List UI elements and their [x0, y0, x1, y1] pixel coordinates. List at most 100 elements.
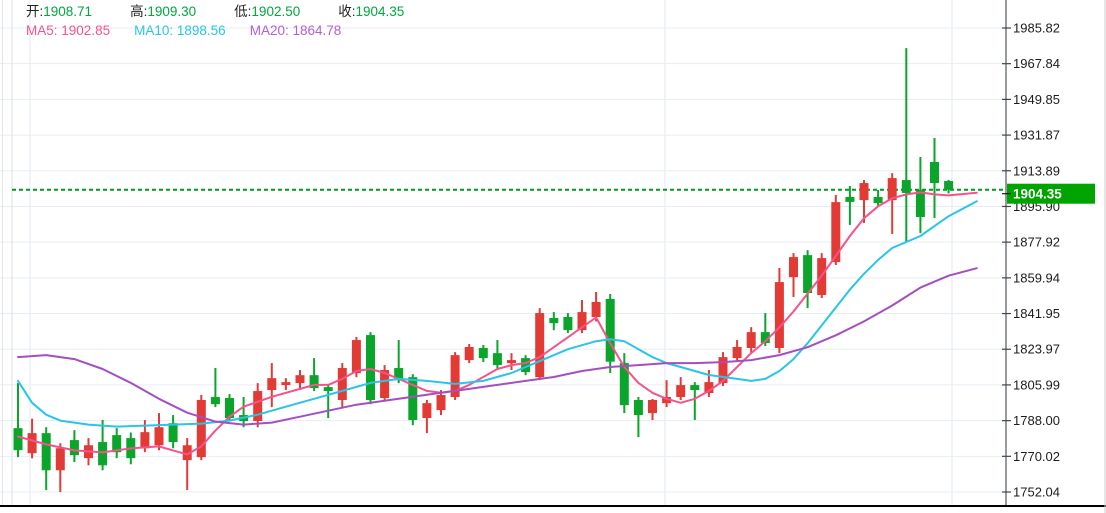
candle[interactable] [633, 397, 643, 438]
candle[interactable] [901, 48, 911, 242]
candle[interactable] [507, 353, 516, 371]
y-axis-label: 1859.94 [1013, 270, 1060, 285]
candle-body [930, 162, 939, 184]
candle[interactable] [478, 345, 488, 363]
ma5-value: 1902.85 [61, 23, 111, 38]
candle-body [831, 202, 841, 263]
candle[interactable] [492, 340, 502, 371]
candle[interactable] [295, 370, 305, 391]
candle[interactable] [323, 384, 333, 419]
candle[interactable] [732, 340, 742, 362]
candle[interactable] [210, 368, 220, 408]
candle-body [69, 440, 79, 456]
candle[interactable] [676, 377, 686, 400]
candle[interactable] [789, 253, 798, 297]
y-axis-label: 1805.99 [1013, 377, 1060, 392]
candle[interactable] [690, 382, 700, 421]
candle[interactable] [168, 415, 178, 449]
candle[interactable] [154, 413, 164, 451]
candle-body [112, 435, 122, 453]
candle[interactable] [422, 399, 432, 434]
candle[interactable] [930, 137, 939, 218]
candle[interactable] [267, 363, 277, 408]
candle[interactable] [521, 355, 531, 376]
candle-body [563, 317, 573, 331]
candle[interactable] [337, 363, 347, 408]
candle[interactable] [915, 157, 925, 234]
candle[interactable] [450, 352, 460, 400]
candle[interactable] [831, 194, 841, 266]
candle-body [535, 313, 545, 378]
candle-body [549, 318, 559, 324]
candle-body [182, 445, 192, 461]
candle[interactable] [803, 250, 813, 309]
candle[interactable] [944, 179, 954, 194]
y-axis-label: 1841.95 [1013, 306, 1060, 321]
candle-body [323, 387, 333, 392]
candle[interactable] [408, 374, 418, 426]
high-readout: 高:1909.30 [130, 4, 196, 19]
ma5-label: MA5: [26, 23, 58, 38]
candle[interactable] [746, 327, 756, 354]
candle[interactable] [253, 383, 263, 428]
candle-body [718, 357, 728, 384]
candle-body [944, 181, 954, 190]
candle-body [351, 340, 361, 374]
candle[interactable] [662, 380, 672, 408]
candle[interactable] [394, 340, 404, 384]
candle[interactable] [196, 395, 206, 461]
candle[interactable] [41, 427, 51, 491]
candle-body [619, 363, 629, 406]
candle-body [915, 189, 925, 217]
candle[interactable] [281, 378, 291, 391]
candle[interactable] [69, 430, 79, 463]
candle[interactable] [619, 353, 629, 414]
candle[interactable] [380, 365, 390, 400]
candle-body [154, 427, 164, 446]
candle[interactable] [239, 397, 249, 428]
candle-body [492, 353, 502, 366]
open-readout: 开:1908.71 [26, 4, 92, 19]
candle-body [13, 428, 23, 451]
candle[interactable] [549, 312, 559, 331]
close-readout: 收:1904.35 [338, 4, 404, 19]
candle[interactable] [535, 308, 545, 381]
candle[interactable] [55, 443, 65, 493]
candle-body [704, 382, 714, 394]
candle[interactable] [845, 186, 855, 225]
ma10-value: 1898.56 [176, 23, 226, 38]
candle[interactable] [774, 267, 784, 354]
candle-body [210, 397, 220, 405]
candle[interactable] [859, 180, 869, 223]
candle[interactable] [464, 344, 474, 364]
ma10-label: MA10: [134, 23, 174, 38]
y-axis-label: 1913.89 [1013, 163, 1060, 178]
candle-body [394, 368, 404, 381]
candle-body [366, 335, 375, 400]
candle[interactable] [648, 398, 657, 421]
candle-body [380, 370, 390, 399]
candle[interactable] [887, 173, 897, 235]
low-readout: 低:1902.50 [234, 4, 300, 19]
candle[interactable] [112, 428, 122, 459]
close-value: 1904.35 [355, 4, 405, 19]
candle[interactable] [98, 420, 108, 471]
candle[interactable] [27, 418, 37, 459]
ma5-readout: MA5: 1902.85 [26, 23, 110, 38]
y-axis-label: 1788.00 [1013, 413, 1060, 428]
candle[interactable] [13, 383, 23, 458]
candle-body [267, 378, 277, 391]
candle-body [225, 398, 234, 419]
candle[interactable] [605, 293, 615, 373]
candle-body [774, 282, 784, 348]
candle[interactable] [436, 390, 446, 416]
candle[interactable] [182, 438, 192, 491]
candle[interactable] [873, 189, 883, 208]
current-price-tag-text: 1904.35 [1013, 187, 1062, 202]
ma20-line [17, 267, 978, 426]
candle-body [281, 382, 291, 386]
candle[interactable] [563, 313, 573, 334]
candle-body [140, 432, 150, 449]
